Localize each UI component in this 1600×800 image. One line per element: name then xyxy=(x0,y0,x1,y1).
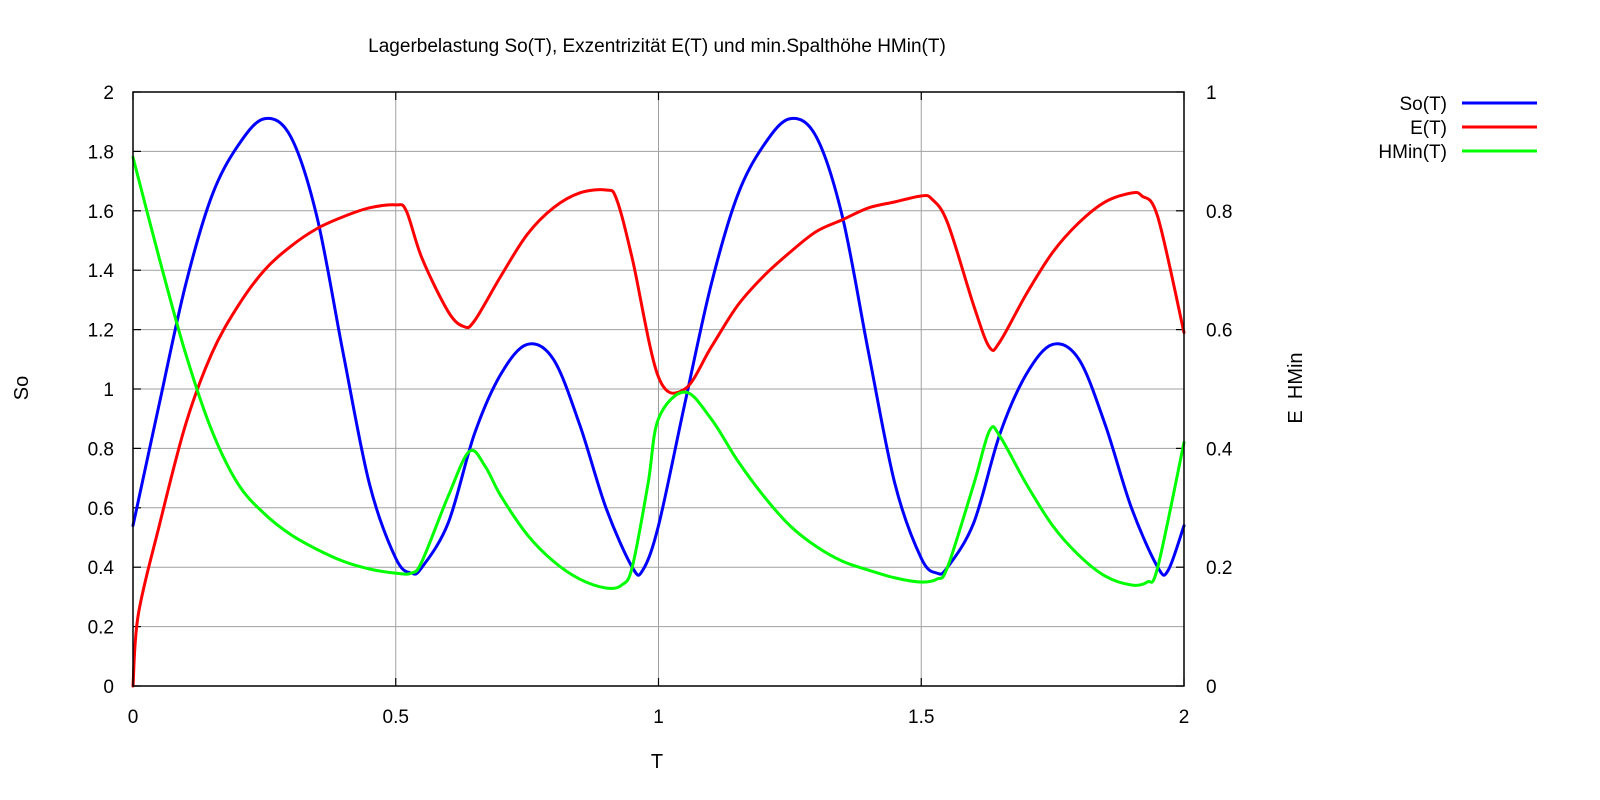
y2-tick-label: 0.6 xyxy=(1206,321,1232,342)
y2-tick-label: 0.8 xyxy=(1206,202,1232,223)
series-line-e-t xyxy=(131,188,1186,688)
y2-tick-label: 1 xyxy=(1206,83,1217,104)
legend-label-so-t: So(T) xyxy=(1400,94,1448,115)
y2-tick-label: 0.4 xyxy=(1206,439,1233,460)
y-tick-label: 0.6 xyxy=(88,499,114,520)
y-tick-label: 1.4 xyxy=(88,261,115,282)
series-group xyxy=(131,116,1186,688)
y-tick-label: 2 xyxy=(103,83,114,104)
x-tick-label: 2 xyxy=(1179,707,1190,728)
y-tick-label: 1 xyxy=(103,380,114,401)
y2-tick-label: 0 xyxy=(1206,677,1217,698)
legend-label-e-t: E(T) xyxy=(1410,118,1447,139)
y-tick-label: 0.4 xyxy=(88,558,115,579)
y-tick-label: 0 xyxy=(103,677,114,698)
y-tick-label: 1.2 xyxy=(88,321,114,342)
x-axis-label: T xyxy=(651,751,663,773)
grid xyxy=(133,92,1184,686)
y2-tick-label: 0.2 xyxy=(1206,558,1232,579)
y-axis-label: So xyxy=(11,376,33,400)
y-tick-label: 1.6 xyxy=(88,202,114,223)
x-tick-label: 1 xyxy=(653,707,664,728)
tick-labels: 0 0.5 1 1.5 200.20.40.60.811.21.41.61.8200.2… xyxy=(88,83,1233,728)
y2-axis-label: E HMin xyxy=(1285,352,1307,423)
x-tick-label: 0 xyxy=(128,707,139,728)
legend: So(T) E(T) HMin(T) xyxy=(1378,94,1537,163)
y-tick-label: 0.8 xyxy=(88,439,114,460)
y-tick-label: 0.2 xyxy=(88,618,114,639)
y-tick-label: 1.8 xyxy=(88,142,114,163)
x-tick-label: 1.5 xyxy=(908,707,934,728)
series-line-so-t xyxy=(131,116,1186,577)
x-tick-label: 0.5 xyxy=(383,707,409,728)
legend-label-hmin-t: HMin(T) xyxy=(1378,142,1447,163)
series-line-hmin-t xyxy=(131,155,1186,590)
plot-frame xyxy=(132,91,1185,687)
chart-title: Lagerbelastung So(T), Exzentrizität E(T)… xyxy=(368,36,946,57)
